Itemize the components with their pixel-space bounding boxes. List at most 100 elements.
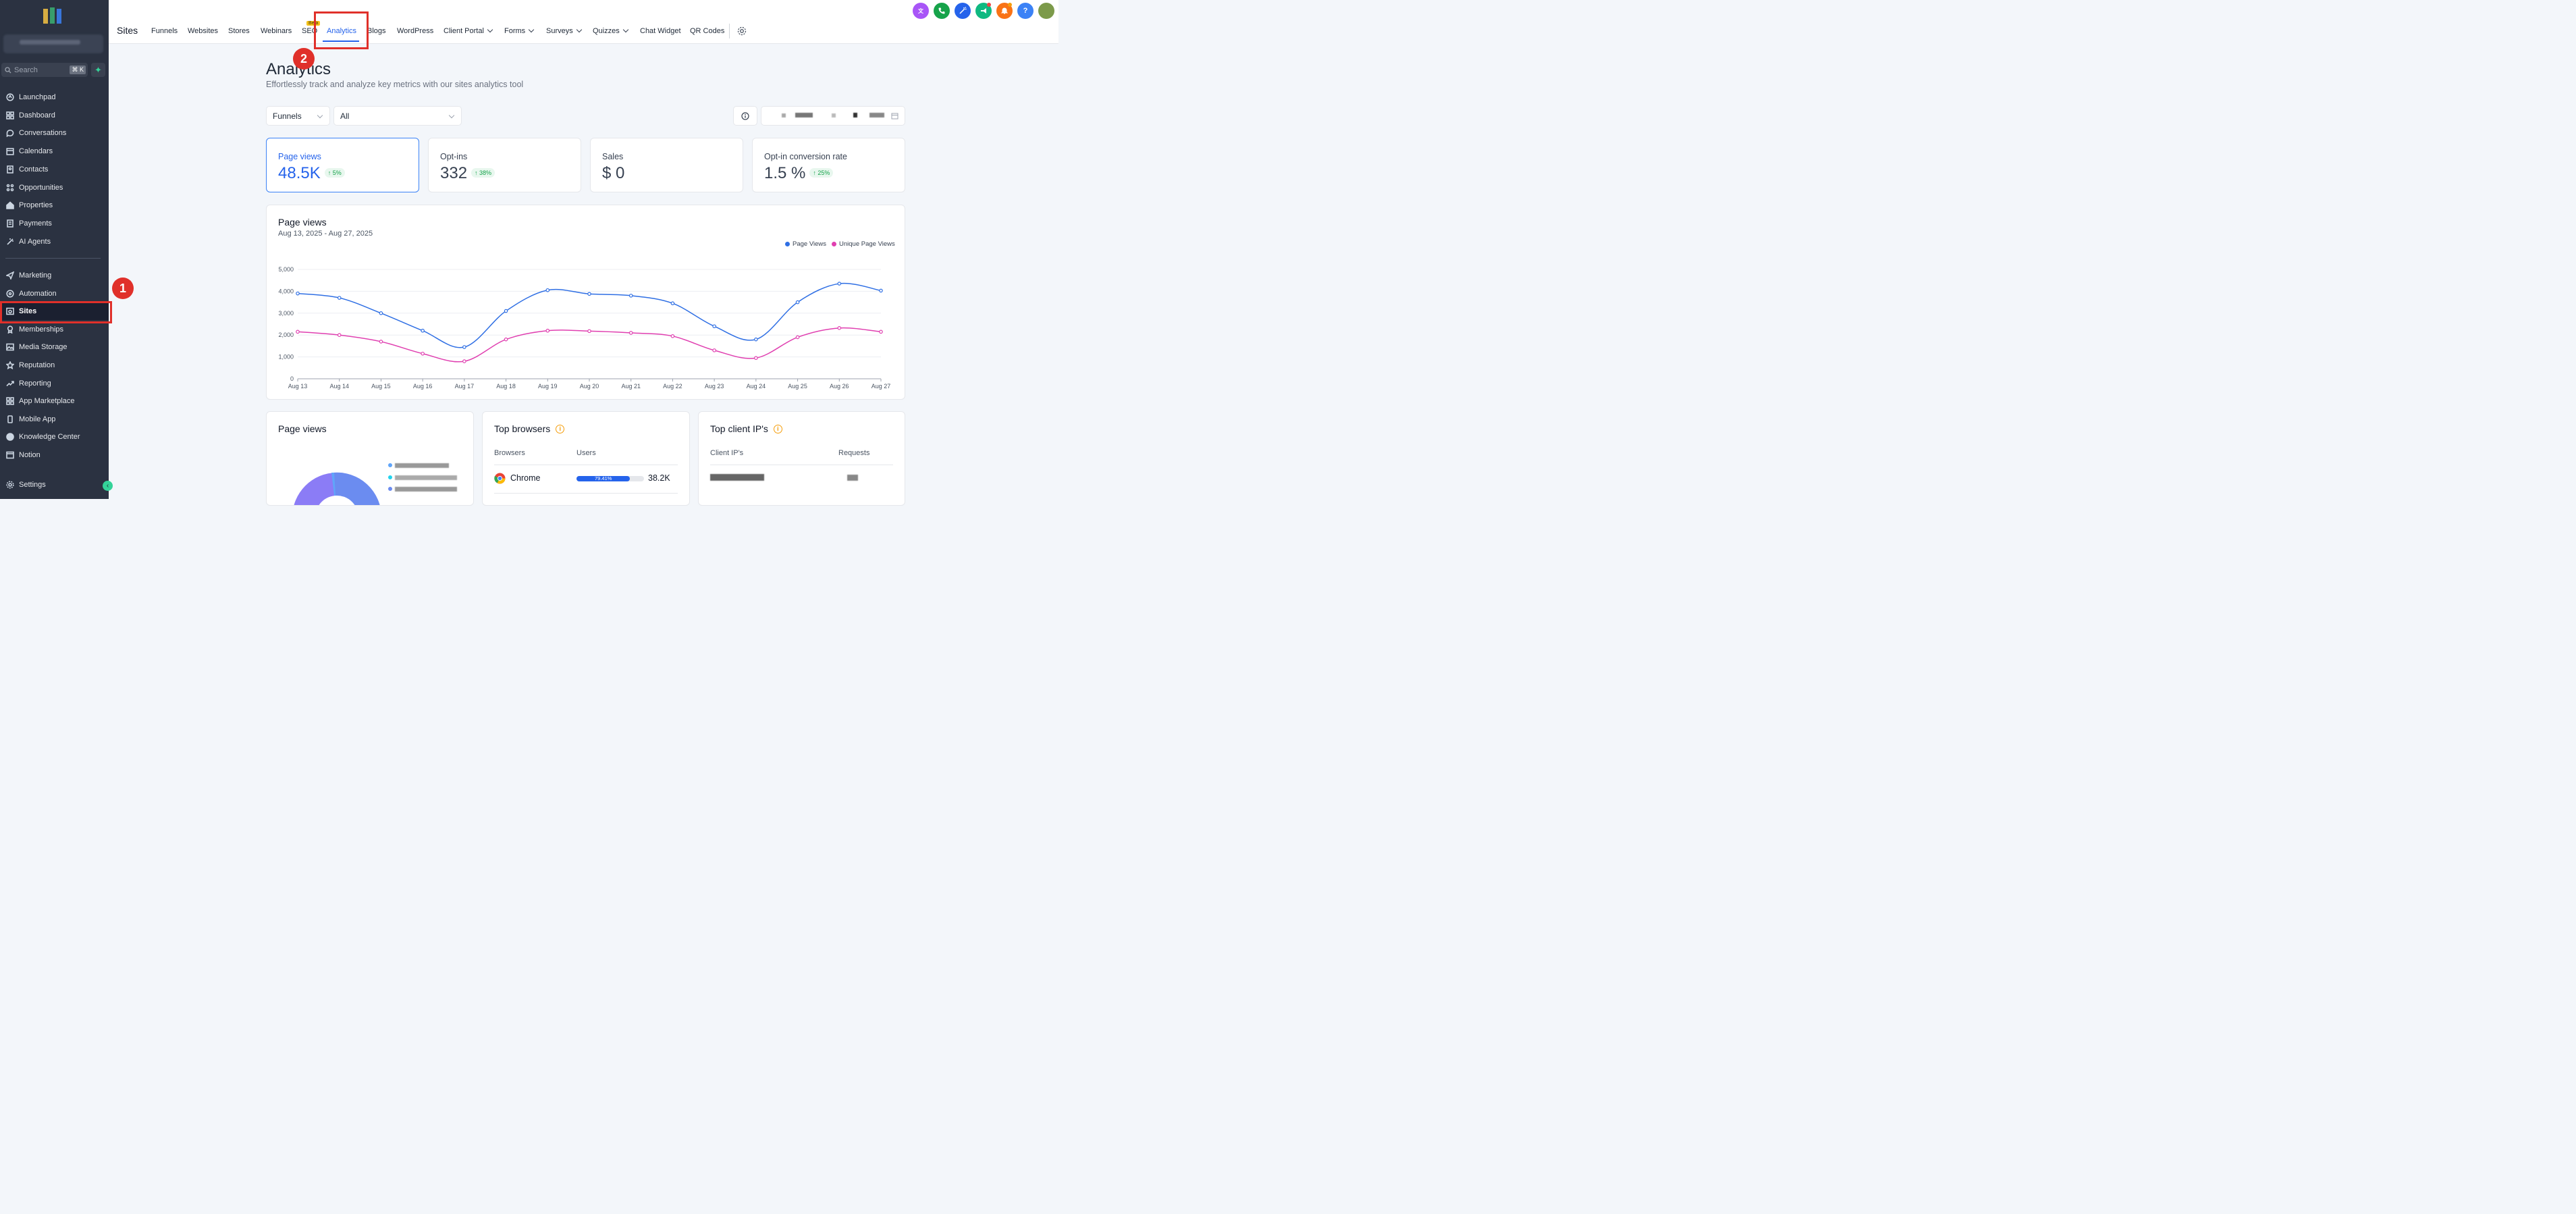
sidebar-item-ai-agents[interactable]: AI Agents <box>0 233 109 250</box>
megaphone-button[interactable] <box>975 3 992 19</box>
sidebar-item-launchpad[interactable]: Launchpad <box>0 88 109 106</box>
tab-blogs[interactable]: Blogs <box>367 27 386 35</box>
sidebar-item-contacts[interactable]: Contacts <box>0 161 109 178</box>
top-client-ips-card: Top client IP's i Client IP's Requests <box>698 411 905 506</box>
x-tick-label: Aug 13 <box>288 383 308 390</box>
filter-type-select[interactable]: Funnels <box>266 106 330 126</box>
bell-button[interactable] <box>996 3 1013 19</box>
sidebar-item-dashboard[interactable]: Dashboard <box>0 107 109 124</box>
sidebar-item-media-storage[interactable]: Media Storage <box>0 338 109 356</box>
sidebar-item-conversations[interactable]: Conversations <box>0 124 109 142</box>
tab-label: Stores <box>228 27 250 35</box>
data-point <box>795 335 800 340</box>
sidebar-item-automation[interactable]: Automation <box>0 285 109 302</box>
account-switcher[interactable] <box>3 34 103 53</box>
collapse-sidebar-button[interactable]: ‹ <box>103 481 113 491</box>
stat-card-page-views[interactable]: Page views 48.5K ↑ 5% <box>266 138 419 192</box>
stat-card-sales[interactable]: Sales $ 0 <box>590 138 743 192</box>
sidebar-item-notion[interactable]: Notion <box>0 446 109 464</box>
tab-seo[interactable]: SEO <box>302 27 317 35</box>
sidebar-item-mobile-app[interactable]: Mobile App <box>0 411 109 428</box>
panel-title: Page views <box>278 423 327 434</box>
x-tick-label: Aug 25 <box>788 383 807 390</box>
tab-surveys[interactable]: Surveys <box>546 26 582 35</box>
sidebar-item-label: Contacts <box>19 165 49 174</box>
stat-label: Page views <box>278 152 321 161</box>
megaphone-icon <box>981 8 986 14</box>
legend-item-unique-page-views[interactable]: Unique Page Views <box>832 240 895 248</box>
sidebar-item-settings[interactable]: Settings <box>0 476 109 494</box>
tab-forms[interactable]: Forms <box>504 26 535 35</box>
chevron-down-icon <box>448 112 455 119</box>
tab-stores[interactable]: Stores <box>228 27 250 35</box>
tab-label: SEO <box>302 27 318 35</box>
filter-scope-select[interactable]: All <box>333 106 462 126</box>
sidebar-item-label: Memberships <box>19 325 64 334</box>
stat-value: 48.5K ↑ 5% <box>278 164 345 183</box>
sidebar-item-label: Opportunities <box>19 183 63 192</box>
redacted-text <box>847 475 858 481</box>
magic-button[interactable] <box>955 3 971 19</box>
tab-wordpress[interactable]: WordPress <box>397 27 433 35</box>
y-tick-label: 3,000 <box>278 310 294 317</box>
sidebar-item-sites[interactable]: Sites <box>0 302 109 321</box>
sites-icon <box>6 307 14 315</box>
tab-qr-codes[interactable]: QR Codes <box>690 27 724 35</box>
sidebar-item-label: Mobile App <box>19 415 56 423</box>
sidebar-item-payments[interactable]: Payments <box>0 215 109 232</box>
sidebar-item-marketing[interactable]: Marketing <box>0 267 109 284</box>
sidebar-item-opportunities[interactable]: Opportunities <box>0 179 109 196</box>
tab-chat-widget[interactable]: Chat Widget <box>640 27 681 35</box>
sidebar-item-calendars[interactable]: Calendars <box>0 142 109 160</box>
phone-icon <box>938 7 945 14</box>
date-range-picker[interactable] <box>761 106 905 126</box>
tab-websites[interactable]: Websites <box>188 27 218 35</box>
column-header-browsers: Browsers <box>494 449 525 457</box>
stat-card-opt-in-conversion-rate[interactable]: Opt-in conversion rate 1.5 % ↑ 25% <box>752 138 905 192</box>
info-icon[interactable]: i <box>556 424 565 433</box>
data-point <box>421 351 425 356</box>
translate-icon: 文 <box>918 7 924 14</box>
tab-analytics[interactable]: Analytics <box>327 27 356 35</box>
tab-label: WordPress <box>397 27 434 35</box>
quick-action-button[interactable]: ✦ <box>91 63 105 77</box>
stat-label: Opt-in conversion rate <box>764 152 847 161</box>
sidebar-item-reporting[interactable]: Reporting <box>0 375 109 392</box>
award-icon <box>6 325 14 334</box>
data-point <box>587 292 591 296</box>
tab-label: Surveys <box>546 27 573 35</box>
select-value: Funnels <box>273 111 302 121</box>
tab-funnels[interactable]: Funnels <box>151 27 178 35</box>
sidebar-item-reputation[interactable]: Reputation <box>0 357 109 374</box>
avatar[interactable] <box>1038 3 1054 19</box>
page-views-chart-card: Page views Aug 13, 2025 - Aug 27, 2025 P… <box>266 205 905 400</box>
sidebar-item-app-marketplace[interactable]: App Marketplace <box>0 392 109 410</box>
sidebar-item-knowledge-center[interactable]: Knowledge Center <box>0 428 109 446</box>
phone-button[interactable] <box>934 3 950 19</box>
column-header-client-ips: Client IP's <box>710 449 744 457</box>
legend-dot <box>388 463 392 467</box>
help-button[interactable]: ? <box>1017 3 1034 19</box>
help-icon: ? <box>1023 7 1028 15</box>
stat-card-opt-ins[interactable]: Opt-ins 332 ↑ 38% <box>428 138 581 192</box>
legend-dot <box>388 475 392 479</box>
app-logo[interactable] <box>42 6 63 26</box>
sidebar-item-label: AI Agents <box>19 237 51 246</box>
search-input[interactable]: Search ⌘ K <box>1 63 88 77</box>
tab-webinars[interactable]: Webinars <box>261 27 292 35</box>
tab-quizzes[interactable]: Quizzes <box>593 26 628 35</box>
info-button[interactable] <box>733 106 757 126</box>
legend-item-page-views[interactable]: Page Views <box>785 240 826 248</box>
x-tick-label: Aug 18 <box>496 383 516 390</box>
sidebar-item-properties[interactable]: Properties <box>0 196 109 214</box>
usage-percent: 79.41% <box>594 475 612 481</box>
info-icon <box>741 111 749 120</box>
chevron-down-icon <box>317 112 323 119</box>
translate-button[interactable]: 文 <box>913 3 929 19</box>
info-icon[interactable]: i <box>773 424 782 433</box>
sidebar-item-memberships[interactable]: Memberships <box>0 321 109 338</box>
chevron-down-icon <box>576 26 582 33</box>
tab-client-portal[interactable]: Client Portal <box>444 26 493 35</box>
gear-icon[interactable] <box>737 26 747 36</box>
bell-icon <box>1000 7 1009 14</box>
